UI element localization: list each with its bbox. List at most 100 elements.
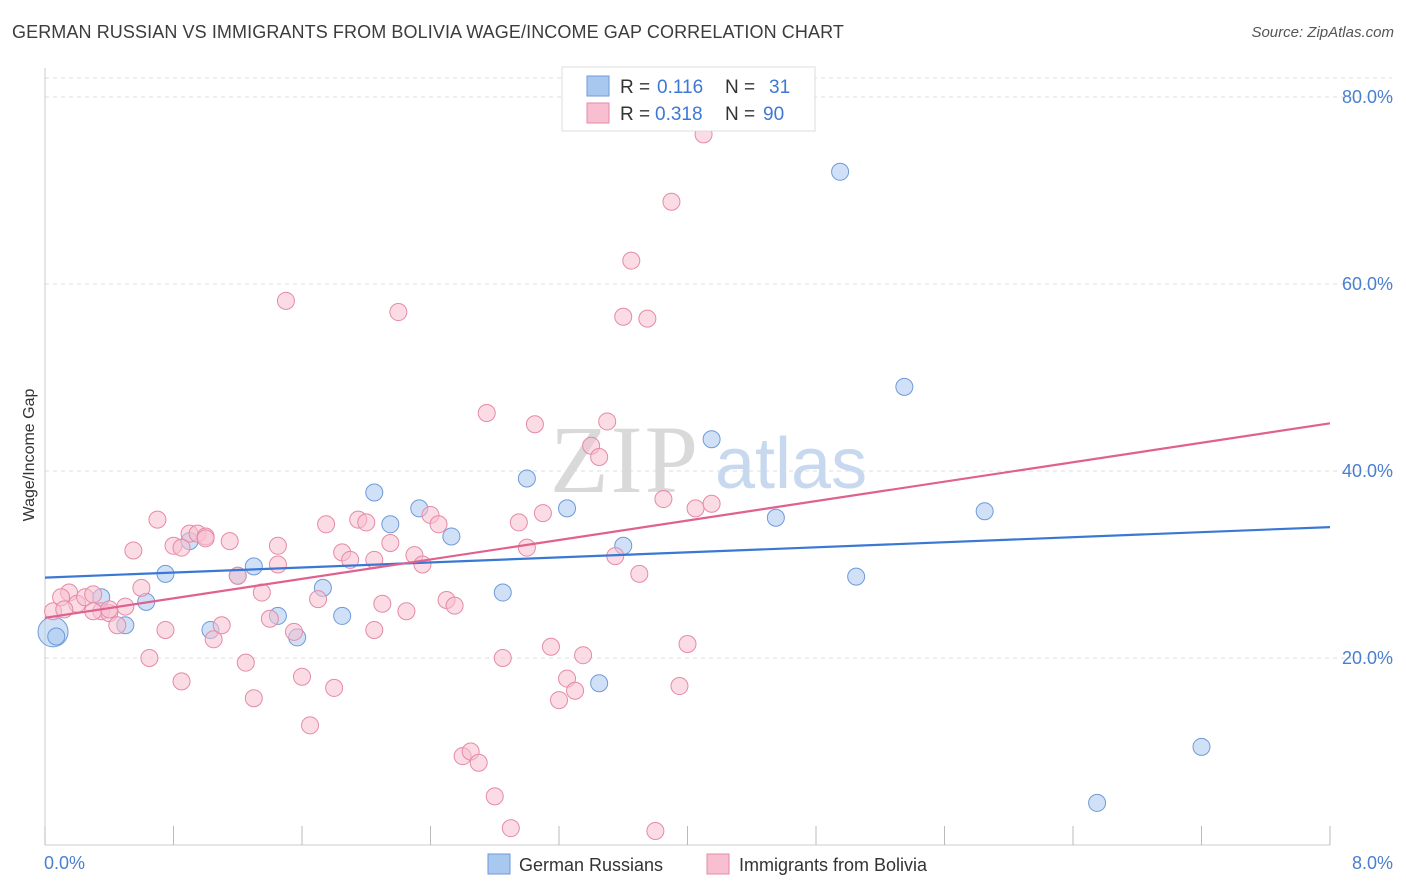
watermark-atlas: atlas — [715, 424, 867, 504]
point-bolivia-40 — [373, 594, 392, 613]
point-bolivia-49 — [445, 596, 464, 615]
trend-line-german-russians — [44, 526, 1331, 579]
x-tick-label-1: 8.0% — [1352, 853, 1393, 873]
point-bolivia-28 — [276, 291, 295, 310]
point-german-russians-27 — [975, 502, 994, 521]
y-tick-label-1: 40.0% — [1342, 461, 1393, 481]
point-bolivia-73 — [638, 309, 657, 328]
point-german-russians-19 — [558, 499, 577, 518]
point-german-russians-18 — [517, 469, 536, 488]
point-bolivia-45 — [413, 555, 432, 574]
point-bolivia-13 — [156, 620, 175, 639]
point-bolivia-10 — [132, 578, 151, 597]
point-german-russians-30 — [47, 627, 66, 646]
legend-r-value-2: 0.318 — [655, 104, 703, 125]
axes — [44, 68, 1331, 846]
point-bolivia-9 — [124, 541, 143, 560]
point-bolivia-86 — [268, 555, 287, 574]
point-bolivia-34 — [325, 678, 344, 697]
point-bolivia-33 — [317, 515, 336, 534]
legend-bottom: German Russians Immigrants from Bolivia — [487, 853, 928, 875]
point-bolivia-81 — [702, 494, 721, 513]
x-tick-label-0: 0.0% — [44, 853, 85, 873]
point-bolivia-61 — [541, 637, 560, 656]
y-tick-label-2: 60.0% — [1342, 274, 1393, 294]
point-bolivia-78 — [678, 634, 697, 653]
point-german-russians-8 — [244, 557, 263, 576]
point-bolivia-79 — [686, 499, 705, 518]
point-bolivia-64 — [566, 681, 585, 700]
point-bolivia-52 — [469, 753, 488, 772]
point-bolivia-22 — [228, 566, 247, 585]
y-tick-label-0: 20.0% — [1342, 648, 1393, 668]
point-bolivia-58 — [517, 538, 536, 557]
point-bolivia-76 — [662, 192, 681, 211]
point-bolivia-75 — [654, 490, 673, 509]
point-bolivia-7 — [108, 616, 127, 635]
point-bolivia-70 — [614, 307, 633, 326]
chart-title: GERMAN RUSSIAN VS IMMIGRANTS FROM BOLIVI… — [12, 22, 844, 42]
point-german-russians-13 — [365, 483, 384, 502]
point-german-russians-12 — [333, 606, 352, 625]
chart-source: Source: ZipAtlas.com — [1251, 24, 1394, 41]
watermark: ZIP atlas — [550, 406, 867, 513]
point-bolivia-20 — [212, 616, 231, 635]
point-bolivia-36 — [341, 550, 360, 569]
point-german-russians-14 — [381, 515, 400, 534]
point-bolivia-15 — [172, 672, 191, 691]
legend-n-value-1: 31 — [769, 77, 790, 98]
bottom-legend-german-russians: German Russians — [519, 855, 663, 875]
y-tick-labels: 20.0% 40.0% 60.0% 80.0% — [1342, 87, 1393, 668]
point-german-russians-24 — [831, 162, 850, 181]
point-bolivia-47 — [429, 515, 448, 534]
legend-r-value-1: 0.116 — [657, 77, 703, 98]
y-axis-label: Wage/Income Gap — [21, 389, 38, 522]
trend-lines — [44, 422, 1331, 619]
legend-n-value-2: 90 — [763, 104, 784, 125]
point-bolivia-21 — [220, 532, 239, 551]
legend-swatch-bolivia — [586, 102, 610, 124]
point-german-russians-22 — [702, 430, 721, 449]
point-bolivia-42 — [389, 303, 408, 322]
point-german-russians-29 — [1192, 737, 1211, 756]
point-german-russians-25 — [847, 567, 866, 586]
point-bolivia-4 — [84, 585, 103, 604]
point-bolivia-32 — [309, 590, 328, 609]
point-bolivia-65 — [574, 646, 593, 665]
point-bolivia-88 — [172, 538, 191, 557]
legend-top: R = 0.116 N = 31 R = 0.318 N = 90 — [561, 66, 816, 132]
point-bolivia-53 — [477, 404, 496, 423]
legend-r-label-2: R = — [620, 104, 650, 125]
point-bolivia-74 — [646, 821, 665, 840]
point-bolivia-60 — [533, 504, 552, 523]
point-bolivia-24 — [244, 689, 263, 708]
point-bolivia-62 — [550, 691, 568, 710]
bottom-legend-bolivia: Immigrants from Bolivia — [739, 855, 928, 875]
point-bolivia-57 — [509, 513, 528, 532]
point-bolivia-55 — [493, 649, 512, 667]
point-bolivia-30 — [293, 667, 311, 686]
point-bolivia-43 — [397, 602, 416, 621]
point-bolivia-85 — [196, 529, 215, 548]
point-bolivia-39 — [365, 620, 384, 639]
point-bolivia-54 — [485, 787, 504, 806]
point-bolivia-12 — [148, 510, 167, 529]
watermark-zip: ZIP — [550, 406, 700, 513]
x-tick-labels: 0.0% 8.0% — [44, 853, 1393, 873]
point-bolivia-67 — [590, 447, 609, 466]
point-bolivia-23 — [236, 653, 255, 672]
point-bolivia-71 — [622, 251, 641, 270]
point-bolivia-31 — [301, 716, 320, 735]
point-bolivia-72 — [630, 564, 649, 583]
point-bolivia-41 — [381, 533, 400, 552]
point-german-russians-28 — [1088, 793, 1107, 812]
point-bolivia-68 — [598, 412, 617, 431]
point-german-russians-20 — [590, 674, 609, 693]
legend-r-label-1: R = — [620, 77, 650, 98]
point-german-russians-17 — [493, 583, 512, 602]
point-bolivia-38 — [357, 513, 376, 532]
legend-swatch-german-russians — [586, 75, 610, 97]
point-german-russians-23 — [766, 508, 785, 527]
point-german-russians-26 — [895, 377, 914, 396]
